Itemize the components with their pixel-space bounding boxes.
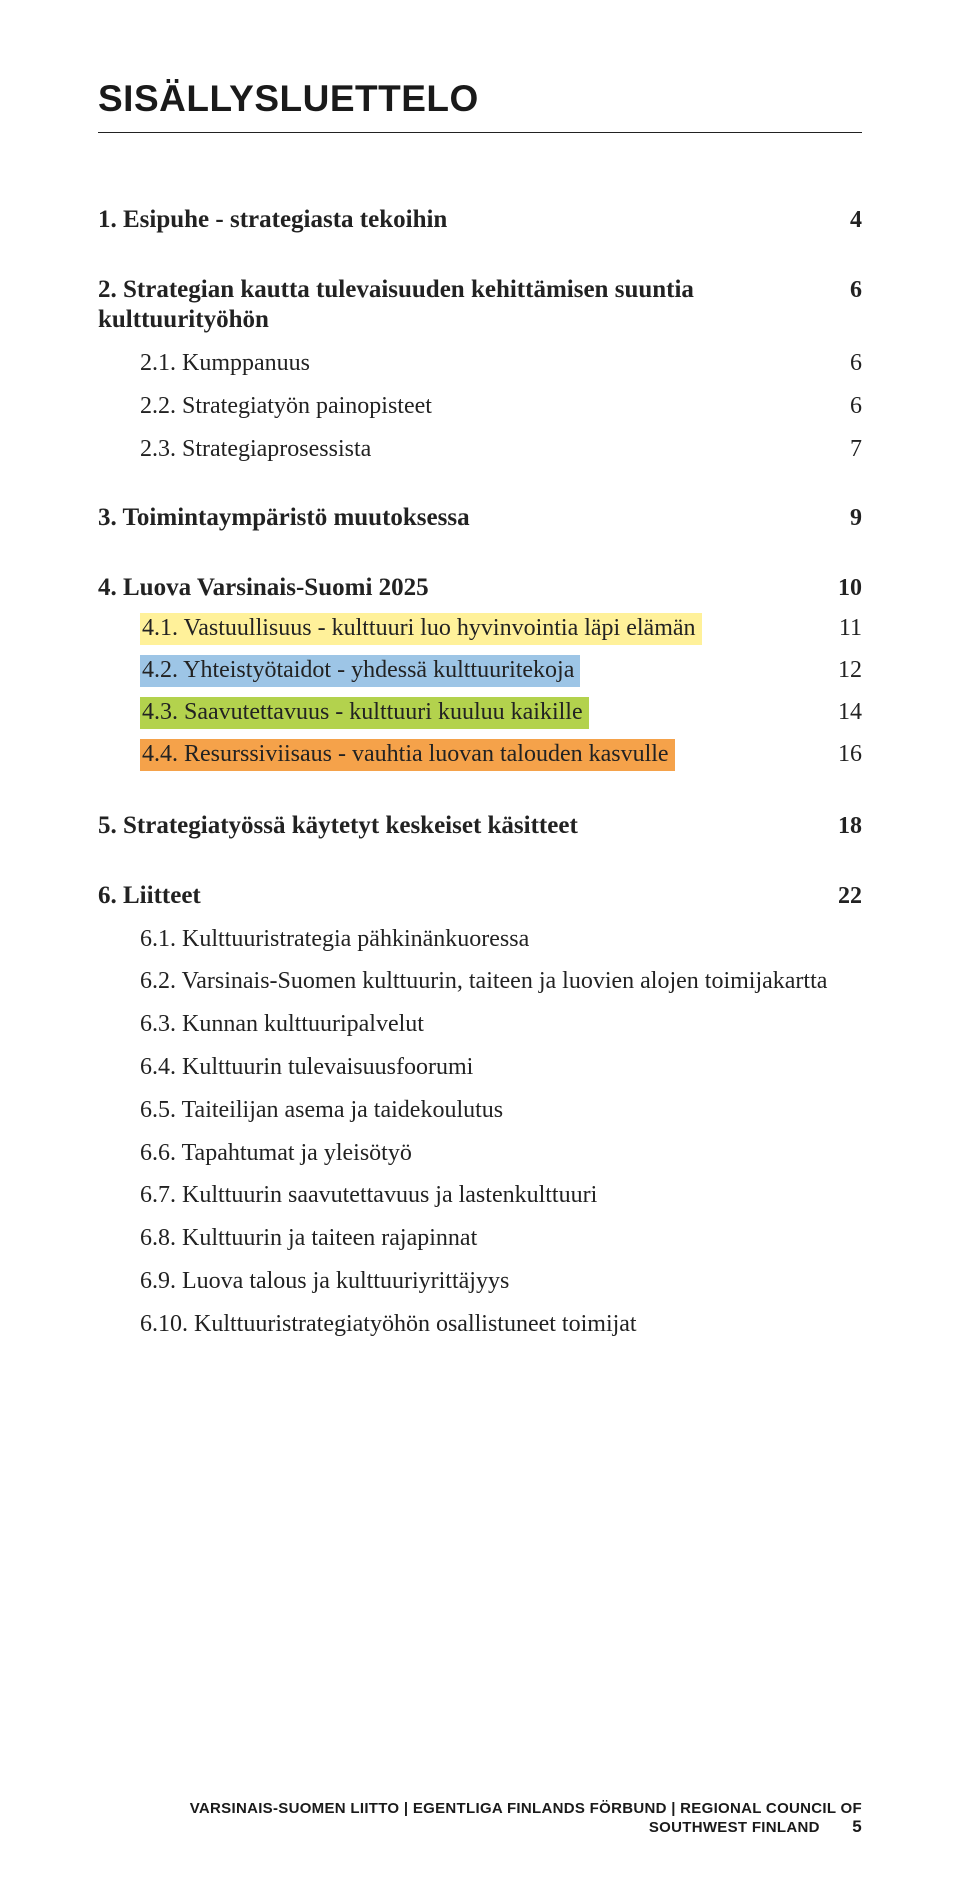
toc-label: 6.9. Luova talous ja kulttuuriyrittäjyys [140,1267,862,1296]
toc-section-5: 5. Strategiatyössä käytetyt keskeiset kä… [98,811,862,841]
toc-section-2-3: 2.3. Strategiaprosessista 7 [98,435,862,464]
toc-section-2-1: 2.1. Kumppanuus 6 [98,349,862,378]
toc-label: 6.10. Kulttuuristrategiatyöhön osallistu… [140,1310,862,1339]
toc-section-4-4: 4.4. Resurssiviisaus - vauhtia luovan ta… [98,739,862,771]
highlight-orange: 4.4. Resurssiviisaus - vauhtia luovan ta… [140,739,675,771]
toc-label: 6.5. Taiteilijan asema ja taidekoulutus [140,1096,862,1125]
toc-page-number: 9 [818,504,862,533]
toc-section-6-7: 6.7. Kulttuurin saavutettavuus ja lasten… [98,1181,862,1210]
toc-section-4-2: 4.2. Yhteistyötaidot - yhdessä kulttuuri… [98,655,862,687]
toc-page-number: 11 [818,614,862,643]
toc-section-6-3: 6.3. Kunnan kulttuuripalvelut [98,1010,862,1039]
highlight-blue: 4.2. Yhteistyötaidot - yhdessä kulttuuri… [140,655,580,687]
toc-label: 4.3. Saavutettavuus - kulttuuri kuuluu k… [140,697,818,729]
toc-page-number: 4 [818,206,862,235]
toc-page-number: 12 [818,656,862,685]
toc-label: 4.1. Vastuullisuus - kulttuuri luo hyvin… [140,613,818,645]
toc-label: 6. Liitteet [98,881,818,911]
toc-section-6-2: 6.2. Varsinais-Suomen kulttuurin, taitee… [98,967,862,996]
toc-page-number: 18 [818,812,862,841]
toc-page-number: 6 [818,276,862,305]
toc-label: 6.1. Kulttuuristrategia pähkinänkuoressa [140,925,862,954]
highlight-green: 4.3. Saavutettavuus - kulttuuri kuuluu k… [140,697,589,729]
highlight-yellow: 4.1. Vastuullisuus - kulttuuri luo hyvin… [140,613,702,645]
toc-section-6-4: 6.4. Kulttuurin tulevaisuusfoorumi [98,1053,862,1082]
toc-page-number: 6 [818,392,862,421]
footer-text: VARSINAIS-SUOMEN LIITTO | EGENTLIGA FINL… [190,1800,862,1836]
toc-section-4-3: 4.3. Saavutettavuus - kulttuuri kuuluu k… [98,697,862,729]
toc-page-number: 6 [818,349,862,378]
toc-section-6-5: 6.5. Taiteilijan asema ja taidekoulutus [98,1096,862,1125]
table-of-contents: 1. Esipuhe - strategiasta tekoihin 4 2. … [98,205,862,1339]
toc-section-6-1: 6.1. Kulttuuristrategia pähkinänkuoressa [98,925,862,954]
toc-section-3: 3. Toimintaympäristö muutoksessa 9 [98,503,862,533]
toc-label: 4.2. Yhteistyötaidot - yhdessä kulttuuri… [140,655,818,687]
toc-label: 4. Luova Varsinais-Suomi 2025 [98,573,818,603]
toc-section-6-9: 6.9. Luova talous ja kulttuuriyrittäjyys [98,1267,862,1296]
page-container: SISÄLLYSLUETTELO 1. Esipuhe - strategias… [0,0,960,1339]
toc-section-2-2: 2.2. Strategiatyön painopisteet 6 [98,392,862,421]
toc-label: 4.4. Resurssiviisaus - vauhtia luovan ta… [140,739,818,771]
toc-label: 6.3. Kunnan kulttuuripalvelut [140,1010,862,1039]
toc-section-6-10: 6.10. Kulttuuristrategiatyöhön osallistu… [98,1310,862,1339]
toc-section-6-8: 6.8. Kulttuurin ja taiteen rajapinnat [98,1224,862,1253]
toc-label: 6.2. Varsinais-Suomen kulttuurin, taitee… [140,967,862,996]
toc-section-2: 2. Strategian kautta tulevaisuuden kehit… [98,275,862,335]
toc-section-4-1: 4.1. Vastuullisuus - kulttuuri luo hyvin… [98,613,862,645]
page-footer: VARSINAIS-SUOMEN LIITTO | EGENTLIGA FINL… [98,1800,862,1837]
toc-label: 6.7. Kulttuurin saavutettavuus ja lasten… [140,1181,862,1210]
footer-page-number: 5 [852,1817,862,1837]
toc-label: 6.6. Tapahtumat ja yleisötyö [140,1139,862,1168]
toc-label: 6.8. Kulttuurin ja taiteen rajapinnat [140,1224,862,1253]
toc-label: 2.3. Strategiaprosessista [140,435,818,464]
toc-page-number: 22 [818,882,862,911]
toc-section-1: 1. Esipuhe - strategiasta tekoihin 4 [98,205,862,235]
toc-label: 2.1. Kumppanuus [140,349,818,378]
toc-label: 2.2. Strategiatyön painopisteet [140,392,818,421]
toc-label: 5. Strategiatyössä käytetyt keskeiset kä… [98,811,818,841]
toc-label: 6.4. Kulttuurin tulevaisuusfoorumi [140,1053,862,1082]
toc-section-6: 6. Liitteet 22 [98,881,862,911]
toc-section-6-6: 6.6. Tapahtumat ja yleisötyö [98,1139,862,1168]
toc-page-number: 10 [818,574,862,603]
toc-page-number: 7 [818,435,862,464]
toc-label: 3. Toimintaympäristö muutoksessa [98,503,818,533]
page-title: SISÄLLYSLUETTELO [98,78,862,133]
toc-label: 1. Esipuhe - strategiasta tekoihin [98,205,818,235]
toc-section-4: 4. Luova Varsinais-Suomi 2025 10 [98,573,862,603]
toc-label: 2. Strategian kautta tulevaisuuden kehit… [98,275,818,335]
toc-page-number: 14 [818,698,862,727]
toc-page-number: 16 [818,740,862,769]
